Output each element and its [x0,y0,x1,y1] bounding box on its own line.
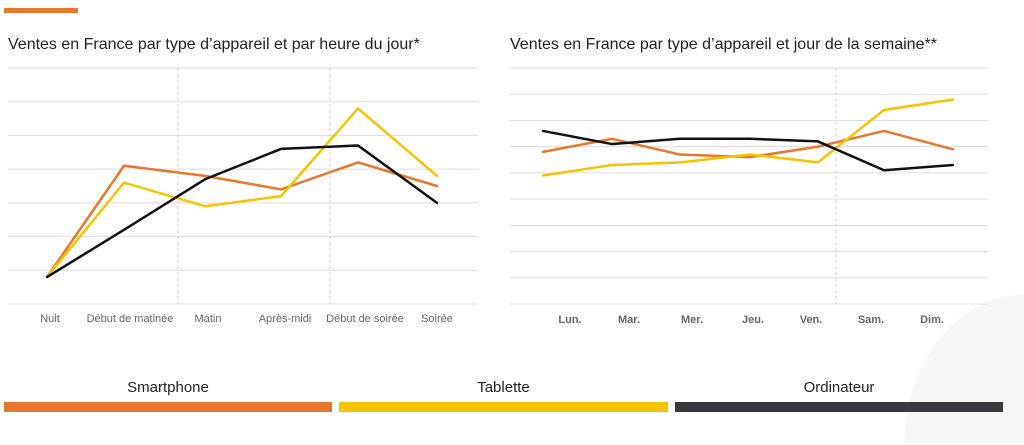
data-point-smartphone [122,164,126,167]
data-point-ordinateur [678,137,682,140]
data-point-smartphone [279,188,283,191]
data-point-tablette [122,181,126,184]
data-point-ordinateur [951,163,955,167]
data-point-ordinateur [435,201,439,205]
legend-label-ordinateur: Ordinateur [803,379,875,396]
chart-title-hour: Ventes en France par type d’appareil et … [8,36,420,53]
data-point-smartphone [951,148,955,151]
data-point-smartphone [882,129,886,133]
x-tick-label: Début de soirée [326,313,404,325]
series-line-tablette [542,98,954,177]
data-point-tablette [356,107,360,110]
data-point-tablette [610,163,614,167]
data-point-smartphone [356,161,360,164]
x-tick-label: Ven. [800,314,823,326]
data-point-ordinateur [610,142,614,146]
series-line-ordinateur [542,129,954,172]
series-line-smartphone [542,129,954,159]
legend-bar-tablette [339,402,668,412]
data-point-ordinateur [748,137,752,140]
data-point-smartphone [816,145,820,148]
data-point-tablette [279,194,283,198]
data-point-ordinateur [541,129,545,133]
data-point-ordinateur [882,169,886,172]
data-point-tablette [951,98,955,101]
data-point-tablette [882,108,886,112]
x-tick-label: Dim. [920,314,944,326]
data-point-tablette [203,205,207,208]
legend-bar-ordinateur [675,402,1003,412]
data-point-tablette [541,174,545,177]
x-tick-label: Matin [195,313,222,325]
legend-bar-smartphone [4,402,332,412]
data-point-smartphone [435,184,439,188]
data-point-smartphone [203,174,207,178]
x-tick-label: Mar. [618,314,640,326]
series-line-smartphone [45,161,438,278]
x-tick-label: Nuit [40,313,60,325]
data-point-tablette [816,161,820,164]
data-point-tablette [678,161,682,164]
data-point-smartphone [678,153,682,156]
data-point-ordinateur [45,275,49,279]
data-point-smartphone [541,150,545,154]
data-point-tablette [748,153,752,156]
accent-bar [4,8,78,13]
legend-label-tablette: Tablette [477,379,530,396]
data-point-ordinateur [279,147,283,151]
data-point-smartphone [748,155,752,159]
x-tick-label: Jeu. [742,314,764,326]
x-tick-label: Lun. [558,314,581,326]
x-tick-label: Début de matinée [87,313,174,325]
data-point-ordinateur [356,144,360,147]
data-point-tablette [435,174,439,178]
data-point-ordinateur [203,178,207,181]
series-line-ordinateur [46,144,438,279]
data-point-ordinateur [122,228,126,232]
x-tick-label: Mer. [681,314,703,326]
data-point-smartphone [610,137,614,140]
data-point-ordinateur [816,140,820,143]
x-tick-label: Après-midi [259,313,312,325]
chart-title-weekday: Ventes en France par type d’appareil et … [510,36,937,53]
legend-label-smartphone: Smartphone [127,379,209,396]
x-tick-label: Soirée [421,313,453,325]
series-line-tablette [46,107,438,278]
x-tick-label: Sam. [858,314,884,326]
